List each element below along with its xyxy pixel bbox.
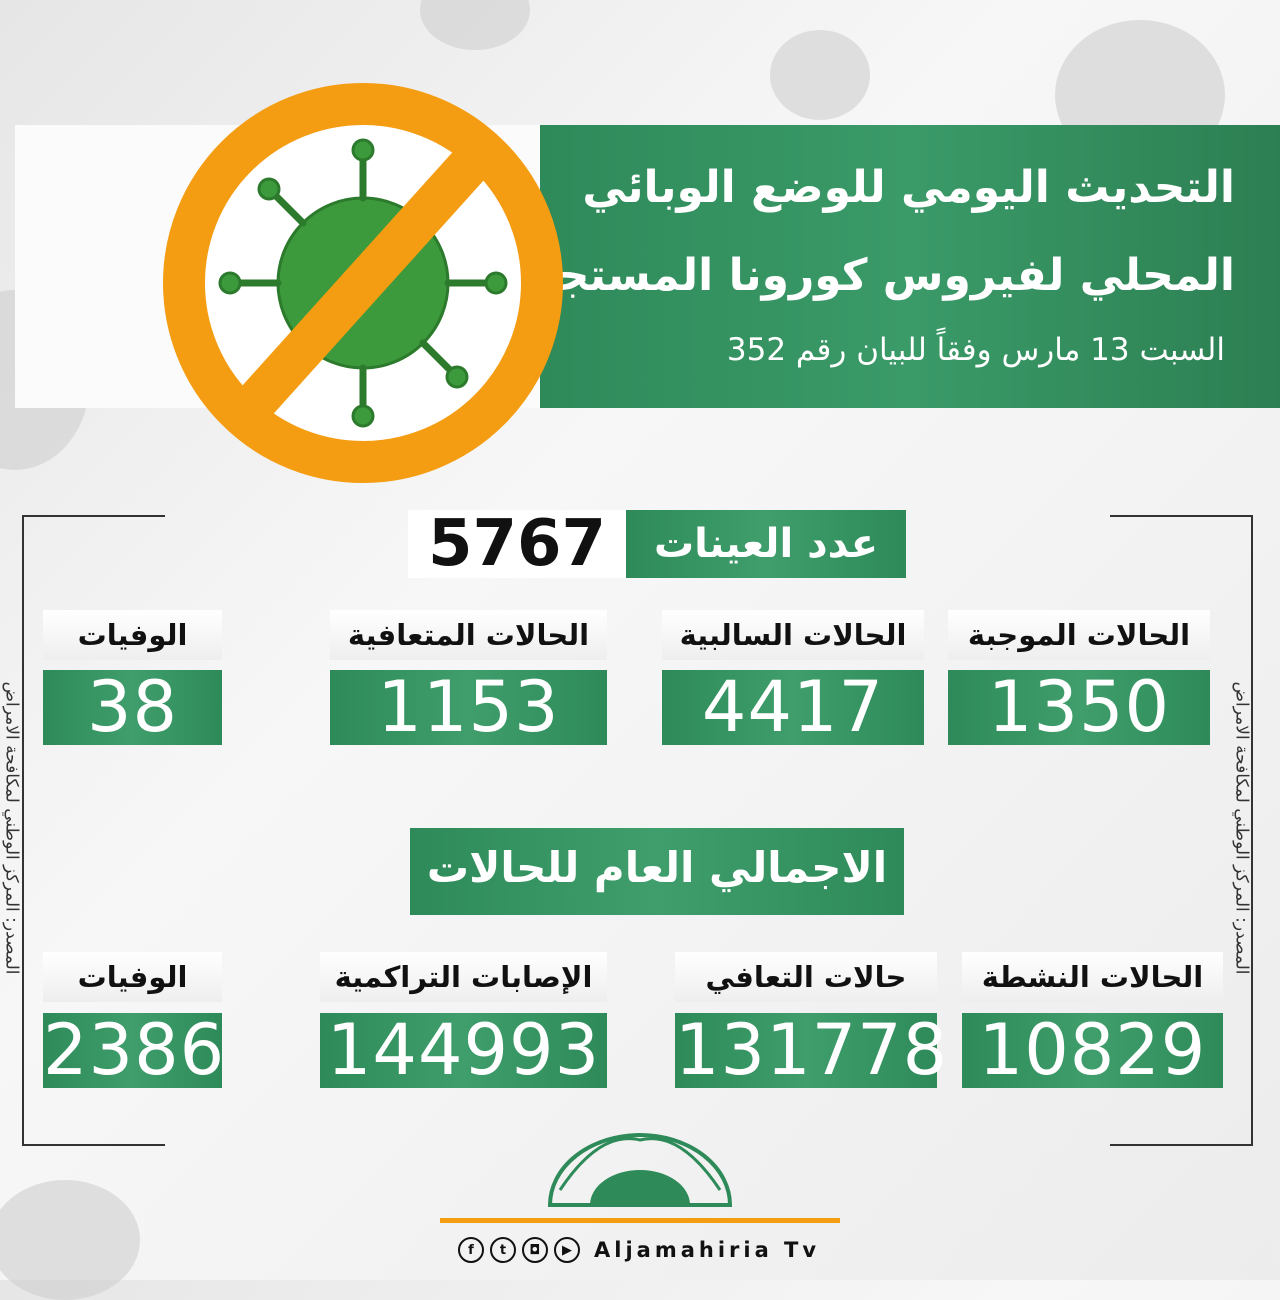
samples-value: 5767 — [408, 510, 626, 578]
brand-name: Aljamahiria Tv — [594, 1238, 821, 1262]
negative-label: الحالات السالبية — [662, 610, 924, 660]
bracket-left-bottom — [22, 1144, 165, 1146]
instagram-icon[interactable]: ◘ — [522, 1237, 548, 1263]
virus-bg-icon — [0, 1180, 140, 1300]
bracket-left-top — [22, 515, 165, 517]
youtube-icon[interactable]: ▶ — [554, 1237, 580, 1263]
active-value: 10829 — [962, 1013, 1223, 1088]
deaths-value: 38 — [43, 670, 222, 745]
footer-divider — [440, 1218, 840, 1223]
recovered-value: 1153 — [330, 670, 607, 745]
bracket-left — [22, 515, 24, 1145]
virus-bg-icon — [420, 0, 530, 50]
twitter-icon[interactable]: t — [490, 1237, 516, 1263]
virus-bg-icon — [770, 30, 870, 120]
recoveries-label: حالات التعافي — [675, 952, 937, 1002]
deaths-label: الوفيات — [43, 610, 222, 660]
footer: f t ◘ ▶ Aljamahiria Tv — [458, 1237, 820, 1263]
cumulative-value: 144993 — [320, 1013, 607, 1088]
active-label: الحالات النشطة — [962, 952, 1223, 1002]
totals-heading: الاجمالي العام للحالات — [410, 828, 904, 915]
negative-value: 4417 — [662, 670, 924, 745]
bracket-right-bottom — [1110, 1144, 1253, 1146]
recoveries-value: 131778 — [675, 1009, 949, 1091]
facebook-icon[interactable]: f — [458, 1237, 484, 1263]
source-left: المصدر: المركز الوطني لمكافحة الامراض — [1, 681, 22, 975]
cumulative-label: الإصابات التراكمية — [320, 952, 607, 1002]
header-green-band — [540, 125, 1280, 408]
recovered-label: الحالات المتعافية — [330, 610, 607, 660]
source-right: المصدر: المركز الوطني لمكافحة الامراض — [1231, 681, 1252, 975]
positive-value: 1350 — [948, 670, 1210, 745]
bracket-right — [1251, 515, 1253, 1145]
subtitle: السبت 13 مارس وفقاً للبيان رقم 352 — [726, 332, 1225, 368]
title-line-1: التحديث اليومي للوضع الوبائي — [582, 162, 1235, 213]
samples-label: عدد العينات — [626, 510, 906, 578]
bracket-right-top — [1110, 515, 1253, 517]
total-deaths-label: الوفيات — [43, 952, 222, 1002]
positive-label: الحالات الموجبة — [948, 610, 1210, 660]
total-deaths-value: 2386 — [43, 1009, 226, 1091]
title-line-2: المحلي لفيروس كورونا المستجد — [532, 250, 1235, 301]
aljamahiria-logo-icon — [547, 1133, 733, 1207]
